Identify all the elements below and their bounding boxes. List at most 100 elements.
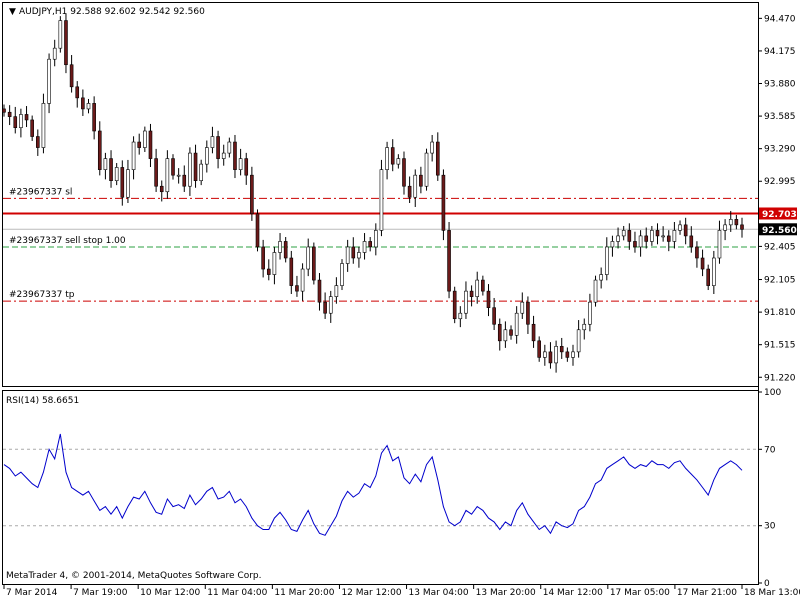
candle-bear bbox=[368, 241, 372, 248]
candle-bear bbox=[30, 119, 34, 137]
order-level-label: #23967337 sl bbox=[9, 187, 72, 197]
candle-bear bbox=[137, 141, 142, 148]
candles bbox=[2, 13, 744, 373]
rsi-tick-label: 0 bbox=[764, 579, 770, 589]
price-tick-label: 92.405 bbox=[764, 242, 796, 252]
candle-bull bbox=[593, 279, 598, 303]
price-tick-label: 91.220 bbox=[764, 373, 796, 383]
candle-bear bbox=[171, 158, 175, 176]
price-tick-label: 93.585 bbox=[764, 112, 796, 122]
price-axis: 94.470 94.175 93.880 93.585 93.290 92.995 92.7… bbox=[758, 14, 796, 383]
candle-bear bbox=[627, 230, 632, 242]
candle-bull bbox=[176, 174, 181, 177]
time-tick-label: 13 Mar 20:00 bbox=[476, 588, 536, 598]
footer-copyright: MetaTrader 4, © 2001-2014, MetaQuotes So… bbox=[6, 571, 262, 581]
time-tick-label: 12 Mar 12:00 bbox=[341, 588, 401, 598]
candle-bull bbox=[475, 279, 480, 297]
candle-bull bbox=[205, 147, 209, 165]
candle-bull bbox=[41, 103, 46, 148]
candle-bear bbox=[706, 268, 710, 286]
candle-bull bbox=[165, 158, 170, 193]
candle-bull bbox=[503, 329, 508, 342]
candle-bear bbox=[655, 230, 660, 237]
candle-bear bbox=[283, 241, 288, 259]
candle-bull bbox=[47, 58, 51, 104]
rsi-panel bbox=[2, 390, 759, 585]
candle-bear bbox=[497, 323, 502, 342]
time-tick-label: 11 Mar 20:00 bbox=[274, 588, 334, 598]
bid-price-label: 92.560 bbox=[762, 226, 797, 236]
candle-bear bbox=[255, 213, 260, 248]
candle-bear bbox=[7, 111, 12, 117]
candle-bull bbox=[576, 329, 581, 353]
candle-bull bbox=[238, 158, 243, 170]
candle-bear bbox=[644, 235, 649, 242]
candle-bear bbox=[351, 246, 356, 259]
candle-bear bbox=[295, 285, 299, 292]
candle-bull bbox=[543, 351, 547, 358]
candle-bull bbox=[582, 323, 587, 331]
time-tick-label: 7 Mar 19:00 bbox=[73, 588, 128, 598]
candle-bear bbox=[97, 130, 102, 170]
candle-bull bbox=[661, 235, 665, 238]
candle-bull bbox=[19, 114, 23, 128]
candle-bear bbox=[13, 116, 18, 128]
candle-bear bbox=[266, 268, 271, 275]
candle-bear bbox=[120, 167, 125, 198]
rsi-tick-label: 70 bbox=[764, 445, 776, 455]
candle-bear bbox=[92, 103, 96, 132]
candle-bear bbox=[537, 340, 541, 358]
time-tick-label: 13 Mar 04:00 bbox=[409, 588, 469, 598]
candle-bear bbox=[689, 235, 694, 248]
candle-bull bbox=[638, 235, 643, 248]
price-tick-label: 92.995 bbox=[764, 177, 796, 187]
candle-bull bbox=[588, 301, 592, 325]
bid-price-box bbox=[759, 223, 797, 236]
time-tick-label: 11 Mar 04:00 bbox=[207, 588, 267, 598]
price-tick-label: 93.290 bbox=[764, 145, 796, 155]
chart-header: AUDJPY,H1 92.588 92.602 92.542 92.560 bbox=[19, 7, 205, 17]
candle-bull bbox=[328, 296, 333, 314]
candle-bull bbox=[188, 152, 192, 187]
candle-bear bbox=[734, 219, 739, 226]
rsi-tick-label: 30 bbox=[764, 522, 776, 532]
price-tick-label: 93.880 bbox=[764, 80, 796, 90]
candle-bull bbox=[114, 167, 119, 181]
time-tick-label: 10 Mar 12:00 bbox=[140, 588, 200, 598]
time-tick-label: 17 Mar 05:00 bbox=[610, 588, 670, 598]
rsi-tick-label: 100 bbox=[764, 388, 781, 398]
candle-bear bbox=[565, 351, 570, 358]
price-tick-label: 91.810 bbox=[764, 308, 796, 318]
candle-bull bbox=[385, 147, 389, 170]
candle-bear bbox=[64, 20, 68, 66]
candle-bull bbox=[52, 47, 57, 60]
candle-bear bbox=[481, 279, 485, 292]
candle-bear bbox=[526, 301, 530, 325]
candle-bull bbox=[345, 246, 350, 264]
candle-bull bbox=[717, 230, 722, 259]
candle-bear bbox=[36, 136, 40, 148]
candle-bear bbox=[323, 301, 327, 314]
candle-bull bbox=[126, 169, 130, 198]
candle-bear bbox=[193, 152, 198, 181]
candle-bear bbox=[695, 246, 699, 259]
candle-bear bbox=[683, 224, 688, 237]
price-tick-label: 92.105 bbox=[764, 276, 796, 286]
symbol-dropdown-icon[interactable]: ▼ bbox=[9, 7, 16, 17]
candle-bear bbox=[148, 130, 153, 159]
time-tick-label: 14 Mar 12:00 bbox=[543, 588, 603, 598]
candle-bull bbox=[306, 246, 311, 270]
candle-bull bbox=[362, 241, 367, 253]
candle-bear bbox=[154, 158, 158, 187]
rsi-level-lines bbox=[3, 448, 758, 527]
rsi-line bbox=[3, 433, 743, 536]
candle-bull bbox=[520, 301, 525, 314]
candle-bear bbox=[452, 290, 457, 320]
price-tick-label: 91.515 bbox=[764, 341, 796, 351]
candle-bear bbox=[559, 346, 564, 353]
price-tick-label: 94.175 bbox=[764, 47, 796, 57]
candle-bull bbox=[58, 20, 63, 49]
candle-bull bbox=[424, 152, 429, 187]
candle-bull bbox=[357, 252, 361, 259]
